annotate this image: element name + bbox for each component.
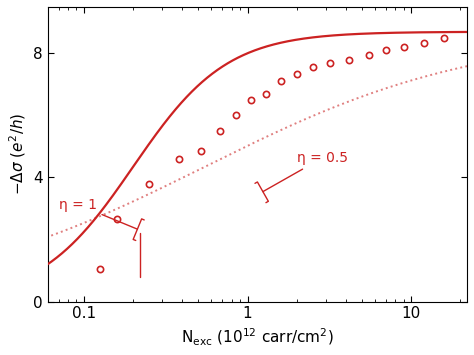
Text: η = 1: η = 1 bbox=[59, 197, 144, 240]
X-axis label: N$_{\mathrm{exc}}$ (10$^{12}$ carr/cm$^2$): N$_{\mathrm{exc}}$ (10$^{12}$ carr/cm$^2… bbox=[181, 327, 334, 348]
Text: η = 0.5: η = 0.5 bbox=[255, 151, 348, 203]
Y-axis label: $-\Delta\sigma$ ($e^2/h$): $-\Delta\sigma$ ($e^2/h$) bbox=[7, 113, 27, 196]
